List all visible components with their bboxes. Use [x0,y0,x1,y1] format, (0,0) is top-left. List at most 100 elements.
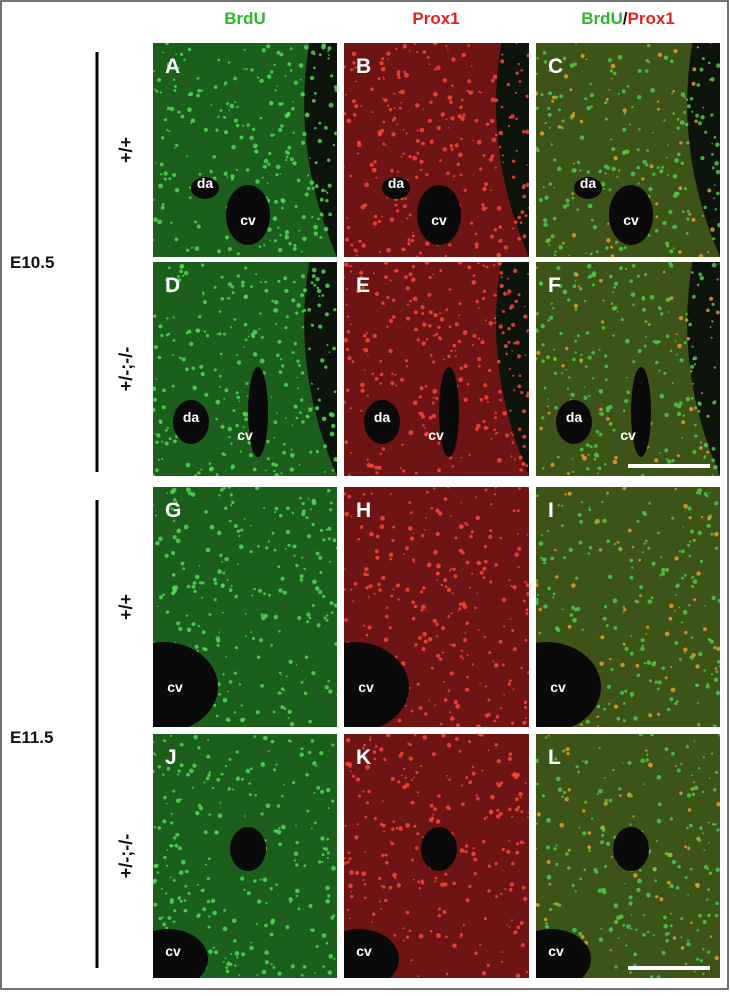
cell [403,767,406,770]
cell [642,159,647,164]
cell [691,217,696,222]
cell [643,344,647,348]
cell [434,876,438,880]
cell [274,506,279,511]
cell [394,203,398,207]
cell [588,394,591,398]
cell [675,333,678,336]
cell [549,315,554,320]
cell [545,922,548,925]
cell [555,57,559,61]
cell [654,879,657,882]
cell [368,584,373,589]
cell [474,606,477,610]
cell [420,764,423,768]
cell [463,188,467,192]
panel-letter: F [548,274,561,297]
cell [689,529,694,534]
cell [315,449,319,454]
cell [327,158,331,162]
cell [432,618,438,624]
cell [695,491,699,495]
cell [266,182,269,185]
cell [522,409,526,414]
cell [261,48,266,53]
cell [508,888,513,892]
cell [322,965,325,968]
cell [287,145,292,150]
cell [155,432,157,435]
cell [711,262,717,268]
cell [675,353,678,356]
cell [460,501,462,504]
cell [230,466,234,470]
cell [247,440,252,445]
cell [640,474,645,476]
cell [525,464,529,467]
cell [169,821,173,825]
cell [210,898,216,903]
cell [574,279,577,282]
cell [245,768,251,774]
cell [366,458,369,461]
cell [270,963,273,966]
cell [668,616,673,621]
cell [306,186,311,191]
cell [625,944,628,947]
cell [432,813,435,816]
cell [654,458,659,463]
cell [296,359,300,363]
cell [636,148,640,152]
cell [526,816,529,819]
cell [396,70,401,74]
cell [557,125,562,129]
cell [193,734,198,740]
cell [624,646,629,651]
cell [657,680,662,685]
cell [695,113,699,118]
cell [600,927,602,930]
cell [186,155,189,158]
cell [555,902,559,906]
cell [203,127,208,132]
cell [170,812,173,815]
cell [680,936,683,939]
cell [527,671,529,674]
cell [159,91,162,94]
cell [617,169,621,172]
cell [233,76,238,81]
cell [163,118,167,122]
cell [524,638,528,642]
cell [410,511,413,514]
cell [536,812,541,817]
cell [170,844,174,848]
cell [543,386,547,390]
cell [656,107,660,111]
cell [466,675,469,679]
cell [414,643,418,647]
cell [203,781,206,784]
cell [621,150,627,155]
cell [579,447,584,452]
cell [705,684,710,689]
cell [598,747,601,750]
cell [488,321,494,326]
cell [515,71,519,75]
cell [361,871,366,877]
cell [592,225,598,230]
cell [394,373,397,376]
cell [351,774,355,778]
cell [478,364,481,368]
cell [195,328,199,332]
cell [493,493,497,496]
cell [390,168,394,173]
cell [166,64,171,69]
cell [263,244,266,247]
cell [667,880,671,885]
cell [606,841,610,846]
cell [677,152,681,157]
cell [517,62,520,66]
cell [265,902,268,905]
cell [307,498,310,500]
cell [307,174,310,177]
